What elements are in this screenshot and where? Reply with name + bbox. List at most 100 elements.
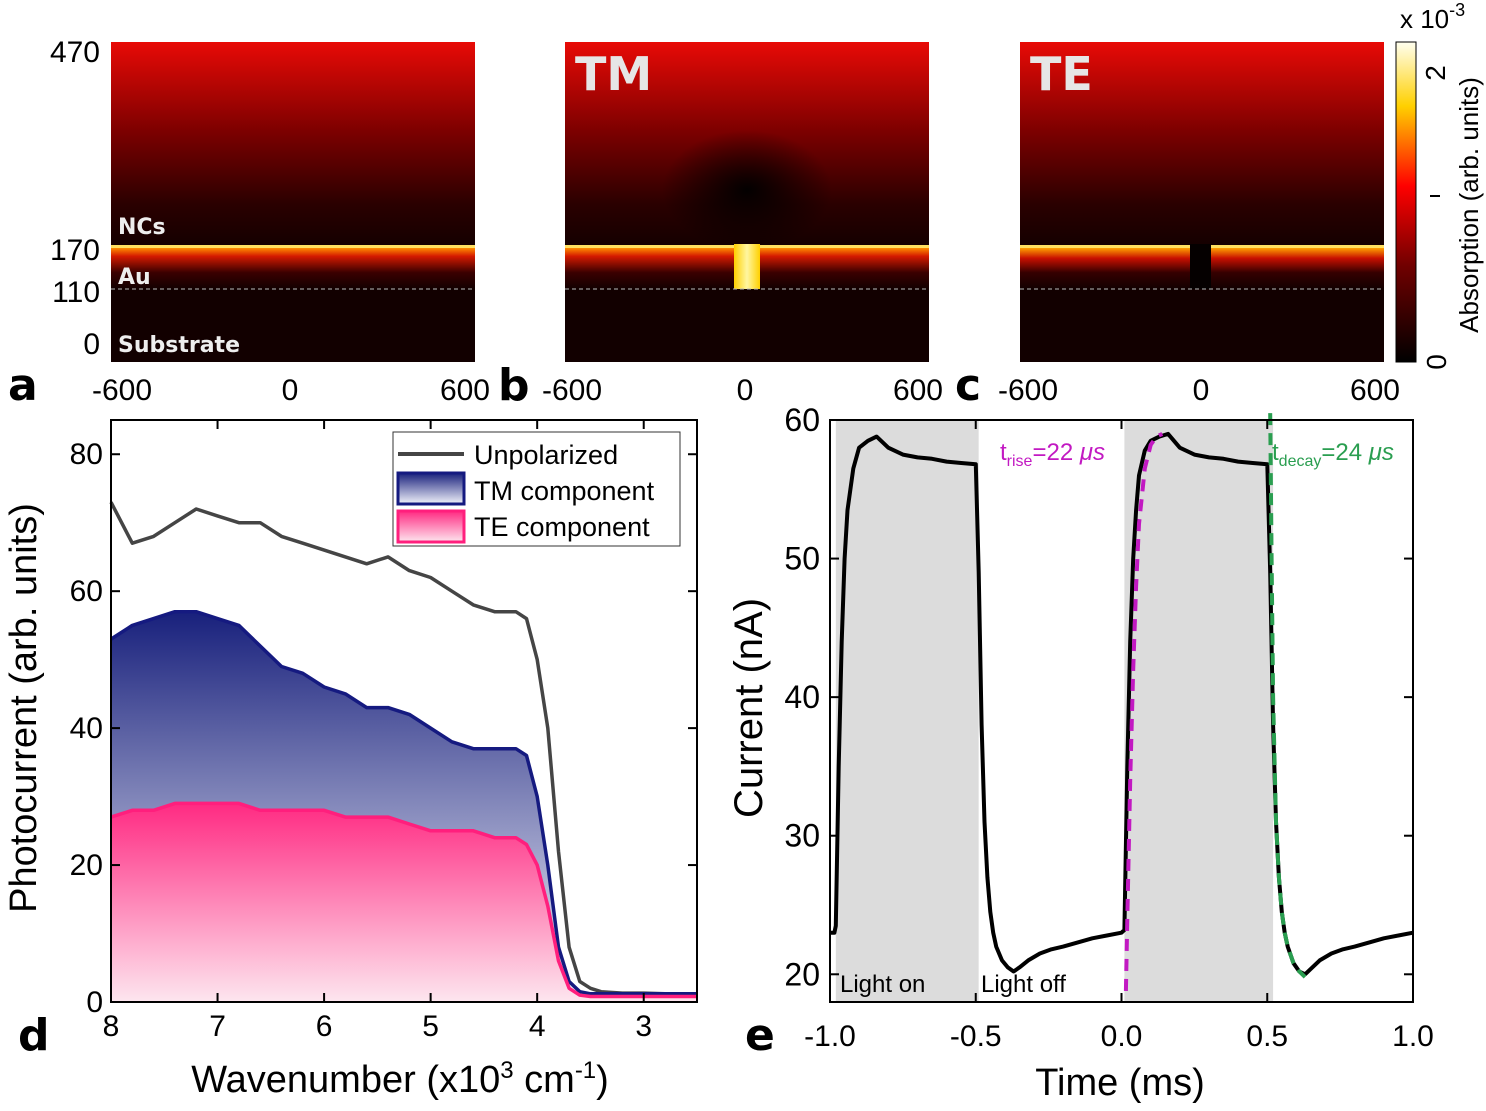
map-a-ncs-interface [111, 245, 475, 248]
e-x-tick-label: 1.0 [1392, 1020, 1434, 1053]
map-b-slot-hotspot [734, 244, 760, 289]
e-decay-annotation: tdecay=24 μs [1272, 439, 1394, 470]
d-line-unpolarized [109, 501, 697, 996]
d-xlabel-prefix: Wavenumber (x10 [191, 1059, 500, 1101]
colorbar: x 10-3 2 0 Absorption (arb. units) [1395, 0, 1484, 370]
e-line-current [830, 431, 1414, 977]
d-y-tick-label: 20 [70, 849, 103, 882]
map-a-x-tick-right: 600 [440, 374, 490, 407]
map-c-slot [1190, 244, 1211, 289]
d-y-tick-label: 40 [70, 712, 103, 745]
map-a-x-tick-left: -600 [92, 374, 152, 407]
map-c-substrate [1020, 289, 1384, 362]
map-b-dark-lobe [662, 130, 832, 250]
e-light-on-shade [835, 420, 979, 1002]
d-y-tick-label: 80 [70, 438, 103, 471]
d-plot-frame [110, 419, 698, 1003]
map-y-tick-470: 470 [50, 36, 100, 69]
d-xlabel-suffix: ) [596, 1059, 609, 1101]
d-x-axis-label: Wavenumber (x103 cm-1) [191, 1057, 609, 1101]
d-legend-swatch-tm [396, 471, 466, 506]
e-rise-base: t [1000, 439, 1007, 466]
map-c-x-tick-right: 600 [1350, 374, 1400, 407]
map-b-substrate [565, 289, 929, 362]
panel-c: TE -600 0 600 c [955, 42, 1400, 411]
e-y-tick-label: 50 [784, 541, 820, 577]
e-region-label-light-off: Light off [981, 971, 1066, 998]
e-y-tick-label: 30 [784, 818, 820, 854]
e-decay-base: t [1272, 439, 1279, 466]
d-area-te [111, 803, 697, 1002]
map-y-tick-0: 0 [83, 328, 100, 361]
e-y-tick-label: 20 [784, 956, 820, 992]
e-rise-unit: μs [1079, 439, 1105, 466]
d-legend-label-unpolarized: Unpolarized [474, 440, 618, 470]
map-a-au-layer [111, 248, 475, 289]
colorbar-tick-0: 0 [1421, 354, 1452, 370]
panel-b: TM -600 0 600 b [498, 42, 943, 411]
d-y-axis-label: Photocurrent (arb. units) [3, 503, 45, 913]
e-x-tick-label: 0.0 [1101, 1020, 1143, 1053]
e-x-tick-label: -1.0 [804, 1020, 856, 1053]
ncs-label: NCs [118, 215, 166, 240]
e-rise-sub: rise [1007, 453, 1033, 470]
e-y-tick-label: 40 [784, 679, 820, 715]
map-c-x-tick-left: -600 [998, 374, 1058, 407]
panel-letter-e: e [745, 1010, 775, 1061]
d-x-tick-label: 5 [422, 1010, 439, 1043]
d-legend-label-tm: TM component [474, 476, 655, 506]
map-y-tick-170: 170 [50, 234, 100, 267]
substrate-label: Substrate [118, 333, 240, 358]
map-b-title: TM [575, 47, 652, 101]
e-region-label-light-on: Light on [840, 971, 925, 998]
map-a-substrate [111, 289, 475, 362]
map-c-top-region [1020, 42, 1384, 245]
colorbar-exponent-prefix: x 10 [1400, 4, 1449, 34]
map-c-title: TE [1030, 47, 1093, 101]
colorbar-exponent: x 10-3 [1400, 0, 1465, 34]
d-plot-area: 8 7 6 5 4 3 0 20 40 60 80 [70, 419, 698, 1043]
e-light-on-shade [1124, 420, 1274, 1002]
d-y-tick-label: 60 [70, 575, 103, 608]
e-line-decay-fit [1268, 413, 1307, 979]
e-plot-area: -1.0 -0.5 0.0 0.5 1.0 20 30 40 50 60 [784, 402, 1433, 1053]
d-y-tick-label: 0 [86, 986, 103, 1019]
d-x-tick-label: 3 [635, 1010, 652, 1043]
colorbar-tick-2: 2 [1420, 65, 1451, 81]
panel-a: NCs Au Substrate 470 170 110 0 -600 0 60… [8, 36, 490, 411]
d-x-tick-label: 6 [316, 1010, 333, 1043]
e-rise-annotation: trise=22 μs [1000, 439, 1105, 470]
map-a-top-region [111, 42, 475, 245]
panel-letter-c: c [955, 360, 981, 411]
map-b-x-tick-center: 0 [737, 374, 754, 407]
e-x-tick-label: 0.5 [1246, 1020, 1288, 1053]
colorbar-gradient [1395, 41, 1417, 363]
e-decay-value: =24 [1321, 439, 1368, 466]
panel-letter-d: d [18, 1010, 50, 1061]
d-line-te [110, 801, 697, 999]
d-legend-label-te: TE component [474, 512, 650, 542]
map-y-tick-110: 110 [52, 276, 100, 309]
e-y-axis-label: Current (nA) [727, 598, 771, 818]
au-label: Au [118, 265, 151, 290]
d-xlabel-power1: 3 [500, 1057, 513, 1084]
d-x-tick-label: 8 [103, 1010, 120, 1043]
colorbar-label: Absorption (arb. units) [1454, 77, 1484, 333]
e-decay-unit: μs [1368, 439, 1394, 466]
d-xlabel-power2: -1 [575, 1057, 596, 1084]
map-b-x-tick-right: 600 [893, 374, 943, 407]
d-line-tm [110, 609, 697, 996]
colorbar-exponent-power: -3 [1449, 0, 1465, 20]
map-b-x-tick-left: -600 [542, 374, 602, 407]
e-decay-sub: decay [1279, 453, 1322, 470]
d-x-tick-label: 7 [209, 1010, 226, 1043]
e-line-rise-fit [1123, 432, 1164, 991]
map-c-x-tick-center: 0 [1193, 374, 1210, 407]
d-legend-swatch-te [396, 509, 466, 544]
e-x-tick-label: -0.5 [950, 1020, 1002, 1053]
map-a-x-tick-center: 0 [282, 374, 299, 407]
panel-letter-b: b [498, 360, 530, 411]
